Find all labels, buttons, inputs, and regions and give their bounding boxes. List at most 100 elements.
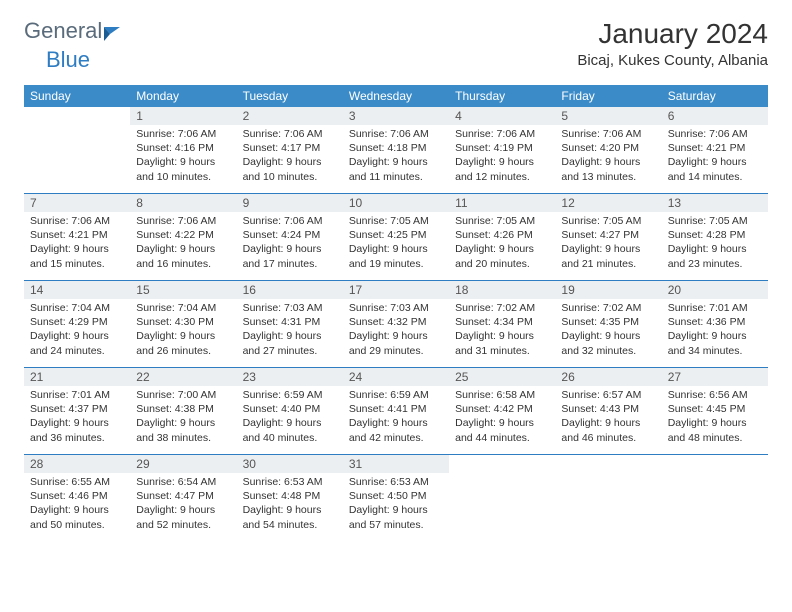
- day-body: Sunrise: 6:56 AMSunset: 4:45 PMDaylight:…: [662, 386, 768, 445]
- day-cell: 7Sunrise: 7:06 AMSunset: 4:21 PMDaylight…: [24, 194, 130, 280]
- day-day2: and 32 minutes.: [561, 344, 655, 358]
- day-sunrise: Sunrise: 6:59 AM: [243, 388, 337, 402]
- day-day1: Daylight: 9 hours: [136, 416, 230, 430]
- weekday-header: Saturday: [662, 85, 768, 107]
- day-day1: Daylight: 9 hours: [30, 416, 124, 430]
- day-cell: 12Sunrise: 7:05 AMSunset: 4:27 PMDayligh…: [555, 194, 661, 280]
- calendar-cell: 2Sunrise: 7:06 AMSunset: 4:17 PMDaylight…: [237, 107, 343, 194]
- day-day1: Daylight: 9 hours: [455, 416, 549, 430]
- day-number: 18: [449, 281, 555, 299]
- calendar-body: 1Sunrise: 7:06 AMSunset: 4:16 PMDaylight…: [24, 107, 768, 541]
- calendar-week-row: 21Sunrise: 7:01 AMSunset: 4:37 PMDayligh…: [24, 368, 768, 455]
- day-sunrise: Sunrise: 7:04 AM: [30, 301, 124, 315]
- day-sunrise: Sunrise: 6:55 AM: [30, 475, 124, 489]
- day-number: 28: [24, 455, 130, 473]
- day-body: Sunrise: 6:57 AMSunset: 4:43 PMDaylight:…: [555, 386, 661, 445]
- day-day2: and 20 minutes.: [455, 257, 549, 271]
- day-day2: and 54 minutes.: [243, 518, 337, 532]
- day-day2: and 52 minutes.: [136, 518, 230, 532]
- day-cell: 29Sunrise: 6:54 AMSunset: 4:47 PMDayligh…: [130, 455, 236, 541]
- day-number: 14: [24, 281, 130, 299]
- page: General January 2024 Bicaj, Kukes County…: [0, 0, 792, 559]
- day-number: 5: [555, 107, 661, 125]
- day-day1: Daylight: 9 hours: [136, 242, 230, 256]
- day-number: 8: [130, 194, 236, 212]
- calendar-cell: 26Sunrise: 6:57 AMSunset: 4:43 PMDayligh…: [555, 368, 661, 455]
- day-body: Sunrise: 6:55 AMSunset: 4:46 PMDaylight:…: [24, 473, 130, 532]
- day-body: Sunrise: 7:03 AMSunset: 4:31 PMDaylight:…: [237, 299, 343, 358]
- day-day1: Daylight: 9 hours: [30, 242, 124, 256]
- day-day2: and 17 minutes.: [243, 257, 337, 271]
- day-body: Sunrise: 7:06 AMSunset: 4:16 PMDaylight:…: [130, 125, 236, 184]
- day-cell: 13Sunrise: 7:05 AMSunset: 4:28 PMDayligh…: [662, 194, 768, 280]
- day-sunset: Sunset: 4:32 PM: [349, 315, 443, 329]
- day-day2: and 12 minutes.: [455, 170, 549, 184]
- day-sunrise: Sunrise: 7:06 AM: [243, 214, 337, 228]
- calendar-cell: [24, 107, 130, 194]
- empty-cell: [24, 107, 130, 193]
- calendar-cell: 15Sunrise: 7:04 AMSunset: 4:30 PMDayligh…: [130, 281, 236, 368]
- day-number: 29: [130, 455, 236, 473]
- day-day1: Daylight: 9 hours: [561, 155, 655, 169]
- day-body: Sunrise: 7:00 AMSunset: 4:38 PMDaylight:…: [130, 386, 236, 445]
- day-sunset: Sunset: 4:47 PM: [136, 489, 230, 503]
- logo-flag-icon: [104, 22, 126, 40]
- day-number: 4: [449, 107, 555, 125]
- day-sunrise: Sunrise: 7:01 AM: [668, 301, 762, 315]
- day-cell: 1Sunrise: 7:06 AMSunset: 4:16 PMDaylight…: [130, 107, 236, 193]
- calendar-cell: 7Sunrise: 7:06 AMSunset: 4:21 PMDaylight…: [24, 194, 130, 281]
- day-sunset: Sunset: 4:48 PM: [243, 489, 337, 503]
- calendar-cell: 8Sunrise: 7:06 AMSunset: 4:22 PMDaylight…: [130, 194, 236, 281]
- day-cell: 14Sunrise: 7:04 AMSunset: 4:29 PMDayligh…: [24, 281, 130, 367]
- calendar-cell: 6Sunrise: 7:06 AMSunset: 4:21 PMDaylight…: [662, 107, 768, 194]
- day-sunset: Sunset: 4:24 PM: [243, 228, 337, 242]
- calendar-cell: 28Sunrise: 6:55 AMSunset: 4:46 PMDayligh…: [24, 455, 130, 542]
- day-sunset: Sunset: 4:41 PM: [349, 402, 443, 416]
- day-cell: 15Sunrise: 7:04 AMSunset: 4:30 PMDayligh…: [130, 281, 236, 367]
- day-number: 21: [24, 368, 130, 386]
- day-day2: and 27 minutes.: [243, 344, 337, 358]
- day-cell: 26Sunrise: 6:57 AMSunset: 4:43 PMDayligh…: [555, 368, 661, 454]
- day-sunset: Sunset: 4:19 PM: [455, 141, 549, 155]
- day-cell: 31Sunrise: 6:53 AMSunset: 4:50 PMDayligh…: [343, 455, 449, 541]
- day-number: 13: [662, 194, 768, 212]
- day-day2: and 57 minutes.: [349, 518, 443, 532]
- calendar-cell: 19Sunrise: 7:02 AMSunset: 4:35 PMDayligh…: [555, 281, 661, 368]
- calendar-cell: 30Sunrise: 6:53 AMSunset: 4:48 PMDayligh…: [237, 455, 343, 542]
- day-number: 22: [130, 368, 236, 386]
- calendar-week-row: 14Sunrise: 7:04 AMSunset: 4:29 PMDayligh…: [24, 281, 768, 368]
- day-sunrise: Sunrise: 7:06 AM: [349, 127, 443, 141]
- logo-text-b: Blue: [46, 47, 90, 73]
- calendar-cell: 31Sunrise: 6:53 AMSunset: 4:50 PMDayligh…: [343, 455, 449, 542]
- day-day1: Daylight: 9 hours: [243, 503, 337, 517]
- day-sunset: Sunset: 4:27 PM: [561, 228, 655, 242]
- day-sunset: Sunset: 4:40 PM: [243, 402, 337, 416]
- day-sunset: Sunset: 4:18 PM: [349, 141, 443, 155]
- day-sunrise: Sunrise: 6:58 AM: [455, 388, 549, 402]
- day-sunset: Sunset: 4:37 PM: [30, 402, 124, 416]
- day-day2: and 38 minutes.: [136, 431, 230, 445]
- weekday-header: Sunday: [24, 85, 130, 107]
- day-sunrise: Sunrise: 7:02 AM: [561, 301, 655, 315]
- calendar-week-row: 28Sunrise: 6:55 AMSunset: 4:46 PMDayligh…: [24, 455, 768, 542]
- day-sunset: Sunset: 4:16 PM: [136, 141, 230, 155]
- day-body: Sunrise: 7:06 AMSunset: 4:24 PMDaylight:…: [237, 212, 343, 271]
- day-day1: Daylight: 9 hours: [455, 242, 549, 256]
- day-day2: and 23 minutes.: [668, 257, 762, 271]
- day-cell: 6Sunrise: 7:06 AMSunset: 4:21 PMDaylight…: [662, 107, 768, 193]
- month-title: January 2024: [577, 18, 768, 50]
- day-day1: Daylight: 9 hours: [30, 503, 124, 517]
- day-body: Sunrise: 6:59 AMSunset: 4:40 PMDaylight:…: [237, 386, 343, 445]
- calendar-cell: 22Sunrise: 7:00 AMSunset: 4:38 PMDayligh…: [130, 368, 236, 455]
- calendar-cell: [449, 455, 555, 542]
- day-sunset: Sunset: 4:28 PM: [668, 228, 762, 242]
- day-cell: 10Sunrise: 7:05 AMSunset: 4:25 PMDayligh…: [343, 194, 449, 280]
- empty-cell: [662, 455, 768, 541]
- weekday-header: Wednesday: [343, 85, 449, 107]
- calendar-cell: 21Sunrise: 7:01 AMSunset: 4:37 PMDayligh…: [24, 368, 130, 455]
- day-cell: 28Sunrise: 6:55 AMSunset: 4:46 PMDayligh…: [24, 455, 130, 541]
- day-body: Sunrise: 7:06 AMSunset: 4:17 PMDaylight:…: [237, 125, 343, 184]
- day-number: 27: [662, 368, 768, 386]
- calendar-cell: 5Sunrise: 7:06 AMSunset: 4:20 PMDaylight…: [555, 107, 661, 194]
- day-day1: Daylight: 9 hours: [136, 329, 230, 343]
